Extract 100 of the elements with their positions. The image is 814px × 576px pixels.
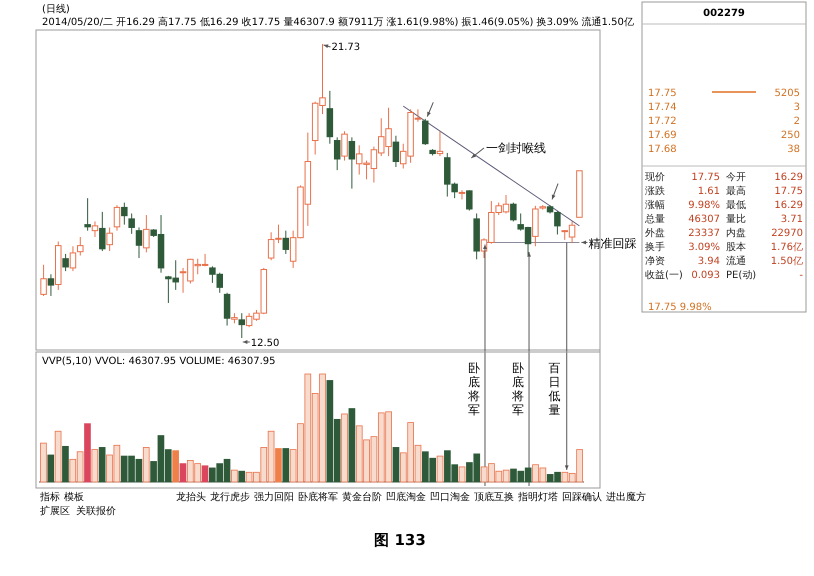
text: 16.29 [774,172,803,183]
candlestick [48,274,54,296]
text: 46307 [688,214,720,225]
bar [84,423,91,482]
text: 17.74 [648,102,677,113]
candlestick [114,204,120,232]
text: 17.69 [648,130,677,141]
text: 指明灯塔 [517,491,558,503]
text: 今开 [726,171,746,183]
text: 17.75 [691,172,720,183]
text: 净资 [645,255,665,267]
candlestick [436,130,444,157]
text: 最低 [726,200,746,211]
text: 凹口淘金 [430,491,470,503]
chart-title: VVP(5,10) VVOL: 46307.95 VOLUME: 46307.95 [42,356,276,367]
text: 3.71 [780,214,803,225]
text: 38 [787,144,800,155]
annotation: 卧底将军 [511,361,524,417]
candlestick [106,226,113,252]
text: 模板 [64,491,84,503]
candlestick [510,202,517,222]
annotation: 卧底将军 [466,361,480,417]
text: 现价 [645,171,665,183]
candlestick [458,190,466,200]
candlestick [224,292,230,326]
annotation: 百日低量 [548,361,561,417]
chart-subtitle: 2014/05/20/二 开16.29 高17.75 低16.29 收17.75 量46307.9 额7911万 涨1.61(9.98%) 振1.46(9.05%) 换3.09% 流通1.50亿 [42,16,634,28]
text: 精准回踩 [588,236,636,250]
candlestick [231,312,238,324]
text: 顶底互换 [474,491,514,503]
candlestick [77,236,84,256]
text: 量比 [726,213,746,225]
text: 2 [794,116,800,127]
text: 5205 [774,88,800,99]
candlestick [143,214,150,253]
text: 17.68 [648,144,677,155]
candlestick [92,220,98,238]
text: 3.94 [698,256,720,267]
bar [436,456,444,482]
bar [282,448,290,482]
text: 250 [780,130,800,141]
bar [91,449,98,482]
candlestick [282,230,290,254]
text: 0.093 [691,270,720,281]
text: 换手 [645,241,665,253]
candlestick [62,253,69,272]
text: 扩展区 [40,505,70,517]
bar [341,414,348,482]
text: 龙行虎步 [210,491,250,503]
bar [47,454,54,482]
text: 指标 [39,491,60,503]
candlestick [84,198,91,232]
text: 1.50亿 [770,256,803,267]
text: 收益(一) [645,269,683,281]
candlestick [99,211,106,252]
bar [275,448,282,482]
text: PE(动) [726,270,756,281]
text: 关联报价 [76,505,116,517]
candlestick [136,226,142,259]
candlestick [70,246,76,272]
bar [231,470,238,482]
text: 1.76亿 [770,242,803,253]
text: 内盘 [726,227,746,239]
candlestick [238,312,246,338]
bar [40,442,47,482]
text: 17.75 [648,88,677,99]
bar [202,465,208,482]
text: 总量 [644,213,665,225]
candlestick [121,202,128,226]
text: 17.72 [648,116,677,127]
text: 强力回阳 [254,491,294,503]
text: 1.61 [698,186,720,197]
bar [172,450,179,482]
text: 3.09% [688,242,720,253]
annotation: 21.73 [332,42,360,53]
text: 17.75 9.98% [648,302,712,313]
text: 9.98% [688,200,720,211]
caption: 图 133 [374,531,426,549]
bar [238,470,246,482]
candlestick [392,135,400,168]
candlestick [40,264,47,296]
bar [142,447,150,482]
text: 17.75 [774,186,803,197]
text: 卧底将军 [298,491,338,503]
text: 22970 [771,228,803,239]
text: 回踩确认 [562,491,602,503]
text: 涨幅 [645,199,665,211]
text: 16.29 [774,200,803,211]
text: 23337 [688,228,720,239]
text: 流通 [726,255,746,267]
bar [392,447,400,482]
text: 3 [794,102,800,113]
candlestick [422,118,429,146]
text: - [799,270,804,281]
text: 龙抬头 [176,491,206,503]
chart-title: (日线) [42,3,70,15]
bar [54,430,62,482]
text: 黄金台阶 [342,491,382,503]
candlestick [466,190,473,212]
text: 002279 [703,8,745,19]
